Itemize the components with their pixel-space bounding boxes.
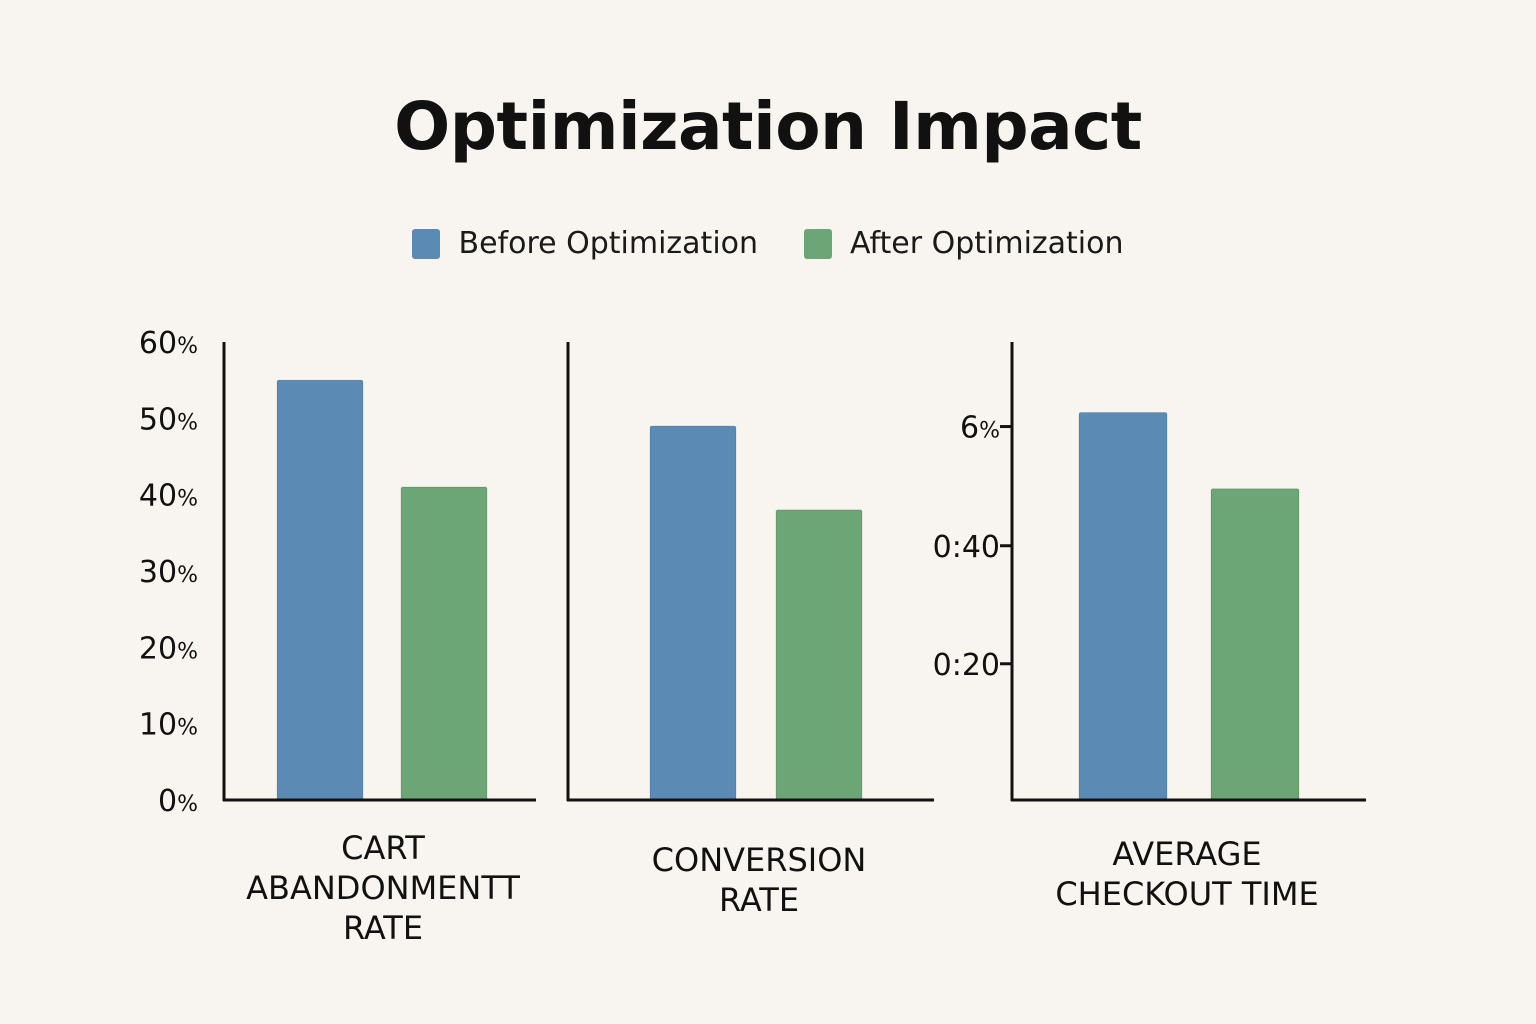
legend-label-after: After Optimization (850, 226, 1124, 261)
y-tick-label-panel-1: 30% (139, 555, 198, 590)
legend-label-before: Before Optimization (458, 226, 759, 261)
category-label-line: CART (341, 829, 425, 867)
legend: Before Optimization After Optimization (0, 226, 1536, 261)
y-tick-label-panel-3: 0:40 (933, 530, 1000, 565)
legend-item-before: Before Optimization (412, 226, 758, 261)
legend-swatch-before (412, 228, 441, 259)
y-tick-label-panel-3: 0:20 (933, 648, 1000, 683)
category-label-line: RATE (342, 909, 424, 947)
bar-after-panel-2 (775, 509, 863, 801)
category-label-line: ABANDONMENTT (246, 869, 520, 907)
category-label-line: AVERAGE (1112, 835, 1262, 873)
bar-after-panel-1 (400, 486, 488, 801)
y-tick-label-panel-1: 10% (139, 708, 198, 743)
bar-before-panel-3 (1078, 411, 1168, 801)
chart-title: Optimization Impact (394, 88, 1142, 165)
category-label-line: CONVERSION (651, 841, 867, 879)
bar-after-panel-3 (1210, 488, 1300, 801)
y-tick-label-panel-1: 60% (139, 326, 198, 361)
y-tick-label-panel-1: 40% (139, 479, 198, 514)
category-label-panel-3: AVERAGE CHECKOUT TIME (1007, 834, 1367, 914)
category-label-panel-1: CART ABANDONMENTT RATE (203, 828, 563, 948)
bar-before-panel-1 (276, 379, 364, 801)
y-tick-label-panel-1: 20% (139, 631, 198, 666)
category-label-line: CHECKOUT TIME (1055, 875, 1319, 913)
bar-before-panel-2 (649, 425, 737, 801)
legend-swatch-after (804, 228, 833, 259)
y-tick-label-panel-1: 0% (158, 784, 198, 819)
legend-item-after: After Optimization (804, 226, 1124, 261)
y-tick-label-panel-1: 50% (139, 402, 198, 437)
y-tick-label-panel-3: 6% (960, 411, 1000, 446)
category-label-line: RATE (718, 881, 800, 919)
category-label-panel-2: CONVERSION RATE (579, 840, 939, 920)
